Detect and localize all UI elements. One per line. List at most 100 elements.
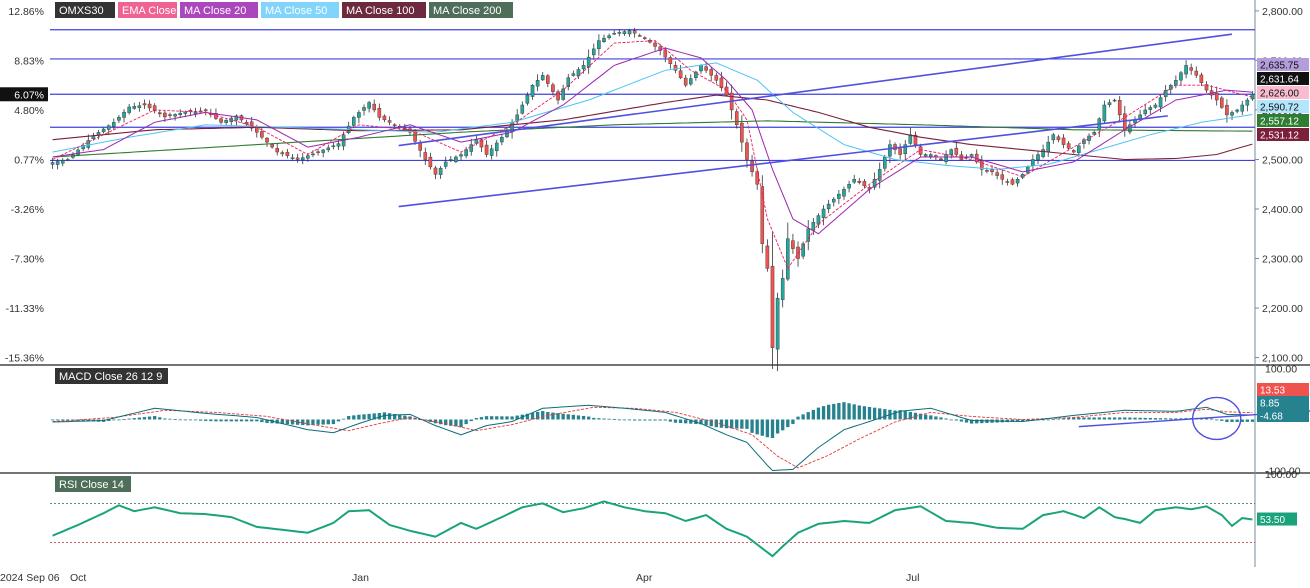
macd-histogram-bar [816, 407, 821, 420]
macd-histogram-bar [398, 414, 402, 420]
candle-up [137, 105, 142, 108]
macd-histogram-bar [684, 419, 688, 424]
candle-up [173, 114, 177, 117]
macd-histogram-bar [770, 419, 775, 439]
macd-histogram-bar [382, 412, 387, 420]
candle-up [597, 40, 601, 49]
macd-histogram-bar [311, 419, 315, 426]
candle-up [923, 154, 928, 157]
candle-up [60, 160, 65, 164]
candle-up [780, 278, 785, 300]
macd-histogram-bar [969, 419, 974, 424]
macd-histogram-bar [377, 412, 381, 420]
candle-down [1194, 70, 1199, 76]
macd-histogram-bar [295, 419, 300, 425]
macd-histogram-bar [1092, 417, 1096, 420]
macd-histogram-bar [1097, 417, 1101, 420]
candle-up [178, 112, 182, 116]
macd-histogram-bar [1215, 419, 1219, 421]
candle-up [193, 111, 198, 114]
macd-histogram-bar [908, 411, 913, 420]
candle-up [443, 161, 448, 167]
macd-histogram-bar [735, 419, 739, 429]
candle-down [316, 151, 320, 153]
candle-up [586, 56, 591, 68]
macd-histogram-bar [530, 412, 535, 420]
macd-histogram-bar [490, 416, 494, 420]
ema9-line [52, 40, 1253, 270]
candle-down [203, 109, 208, 112]
candle-up [1015, 179, 1020, 184]
macd-histogram-bar [617, 419, 621, 421]
macd-histogram-bar [66, 419, 70, 421]
macd-histogram-bar [1138, 417, 1142, 420]
macd-histogram-bar [127, 418, 131, 420]
macd-histogram-bar [193, 419, 198, 421]
macd-histogram-bar [260, 419, 264, 423]
macd-histogram-bar [1158, 418, 1163, 420]
candle-down [423, 152, 428, 160]
candle-down [387, 120, 392, 123]
candle-up [847, 184, 851, 189]
macd-histogram-bar [1133, 417, 1137, 420]
macd-histogram-bar [878, 408, 882, 420]
candle-down [898, 148, 902, 155]
candle-down [551, 84, 555, 92]
candle-down [770, 265, 775, 348]
macd-histogram-bar [239, 419, 244, 422]
left-tick-highlight [0, 87, 48, 102]
candle-down [1010, 179, 1015, 185]
candle-up [66, 159, 70, 161]
candle-up [1026, 166, 1030, 174]
macd-histogram-bar [137, 417, 142, 420]
candle-down [418, 142, 422, 151]
candle-down [678, 70, 683, 78]
candle-up [86, 140, 91, 148]
macd-histogram-bar [107, 419, 111, 421]
macd-histogram-bar [714, 419, 718, 428]
candle-up [1158, 97, 1163, 108]
macd-histogram-bar [638, 419, 642, 421]
macd-histogram-bar [1072, 417, 1076, 420]
candle-down [249, 121, 254, 129]
axes-layer: 12.86% 8.83% 6.07% 4.80% 0.77% -3.26% -7.30% -1… [0, 6, 1309, 584]
macd-histogram-bar [903, 411, 907, 420]
macd-histogram-bar [975, 419, 979, 424]
candle-down [546, 75, 550, 84]
macd-histogram-bar [244, 419, 249, 422]
macd-histogram-bar [576, 415, 581, 420]
macd-histogram-bar [581, 415, 586, 420]
macd-histogram-bar [153, 416, 157, 420]
candle-up [224, 119, 228, 123]
macd-histogram-bar [765, 419, 770, 438]
macd-histogram-bar [1220, 419, 1224, 421]
candle-down [1066, 143, 1071, 149]
candle-down [265, 137, 269, 143]
macd-histogram-bar [745, 419, 749, 429]
candle-up [132, 106, 137, 109]
macd-histogram-bar [826, 404, 831, 420]
x-axis-label: Jul [906, 572, 919, 583]
price-label: 2,531.12 [1260, 131, 1299, 142]
macd-histogram-bar [587, 416, 591, 420]
macd-histogram-bar [775, 419, 780, 434]
candle-up [489, 148, 494, 156]
macd-histogram-bar [204, 419, 208, 421]
candle-up [112, 122, 116, 127]
candle-down [985, 170, 989, 172]
candle-up [581, 65, 586, 70]
candle-down [147, 103, 152, 109]
candle-up [306, 155, 310, 159]
candle-up [622, 31, 627, 35]
ma20-line [52, 47, 1253, 235]
macd-histogram-bar [1066, 417, 1071, 420]
macd-histogram-bar [255, 419, 259, 422]
price-label: 2,635.75 [1260, 61, 1299, 72]
candle-up [816, 215, 821, 225]
candle-up [786, 238, 790, 280]
candle-down [275, 148, 279, 153]
macd-histogram-bar [719, 419, 724, 428]
price-label: 2,590.72 [1260, 103, 1299, 114]
